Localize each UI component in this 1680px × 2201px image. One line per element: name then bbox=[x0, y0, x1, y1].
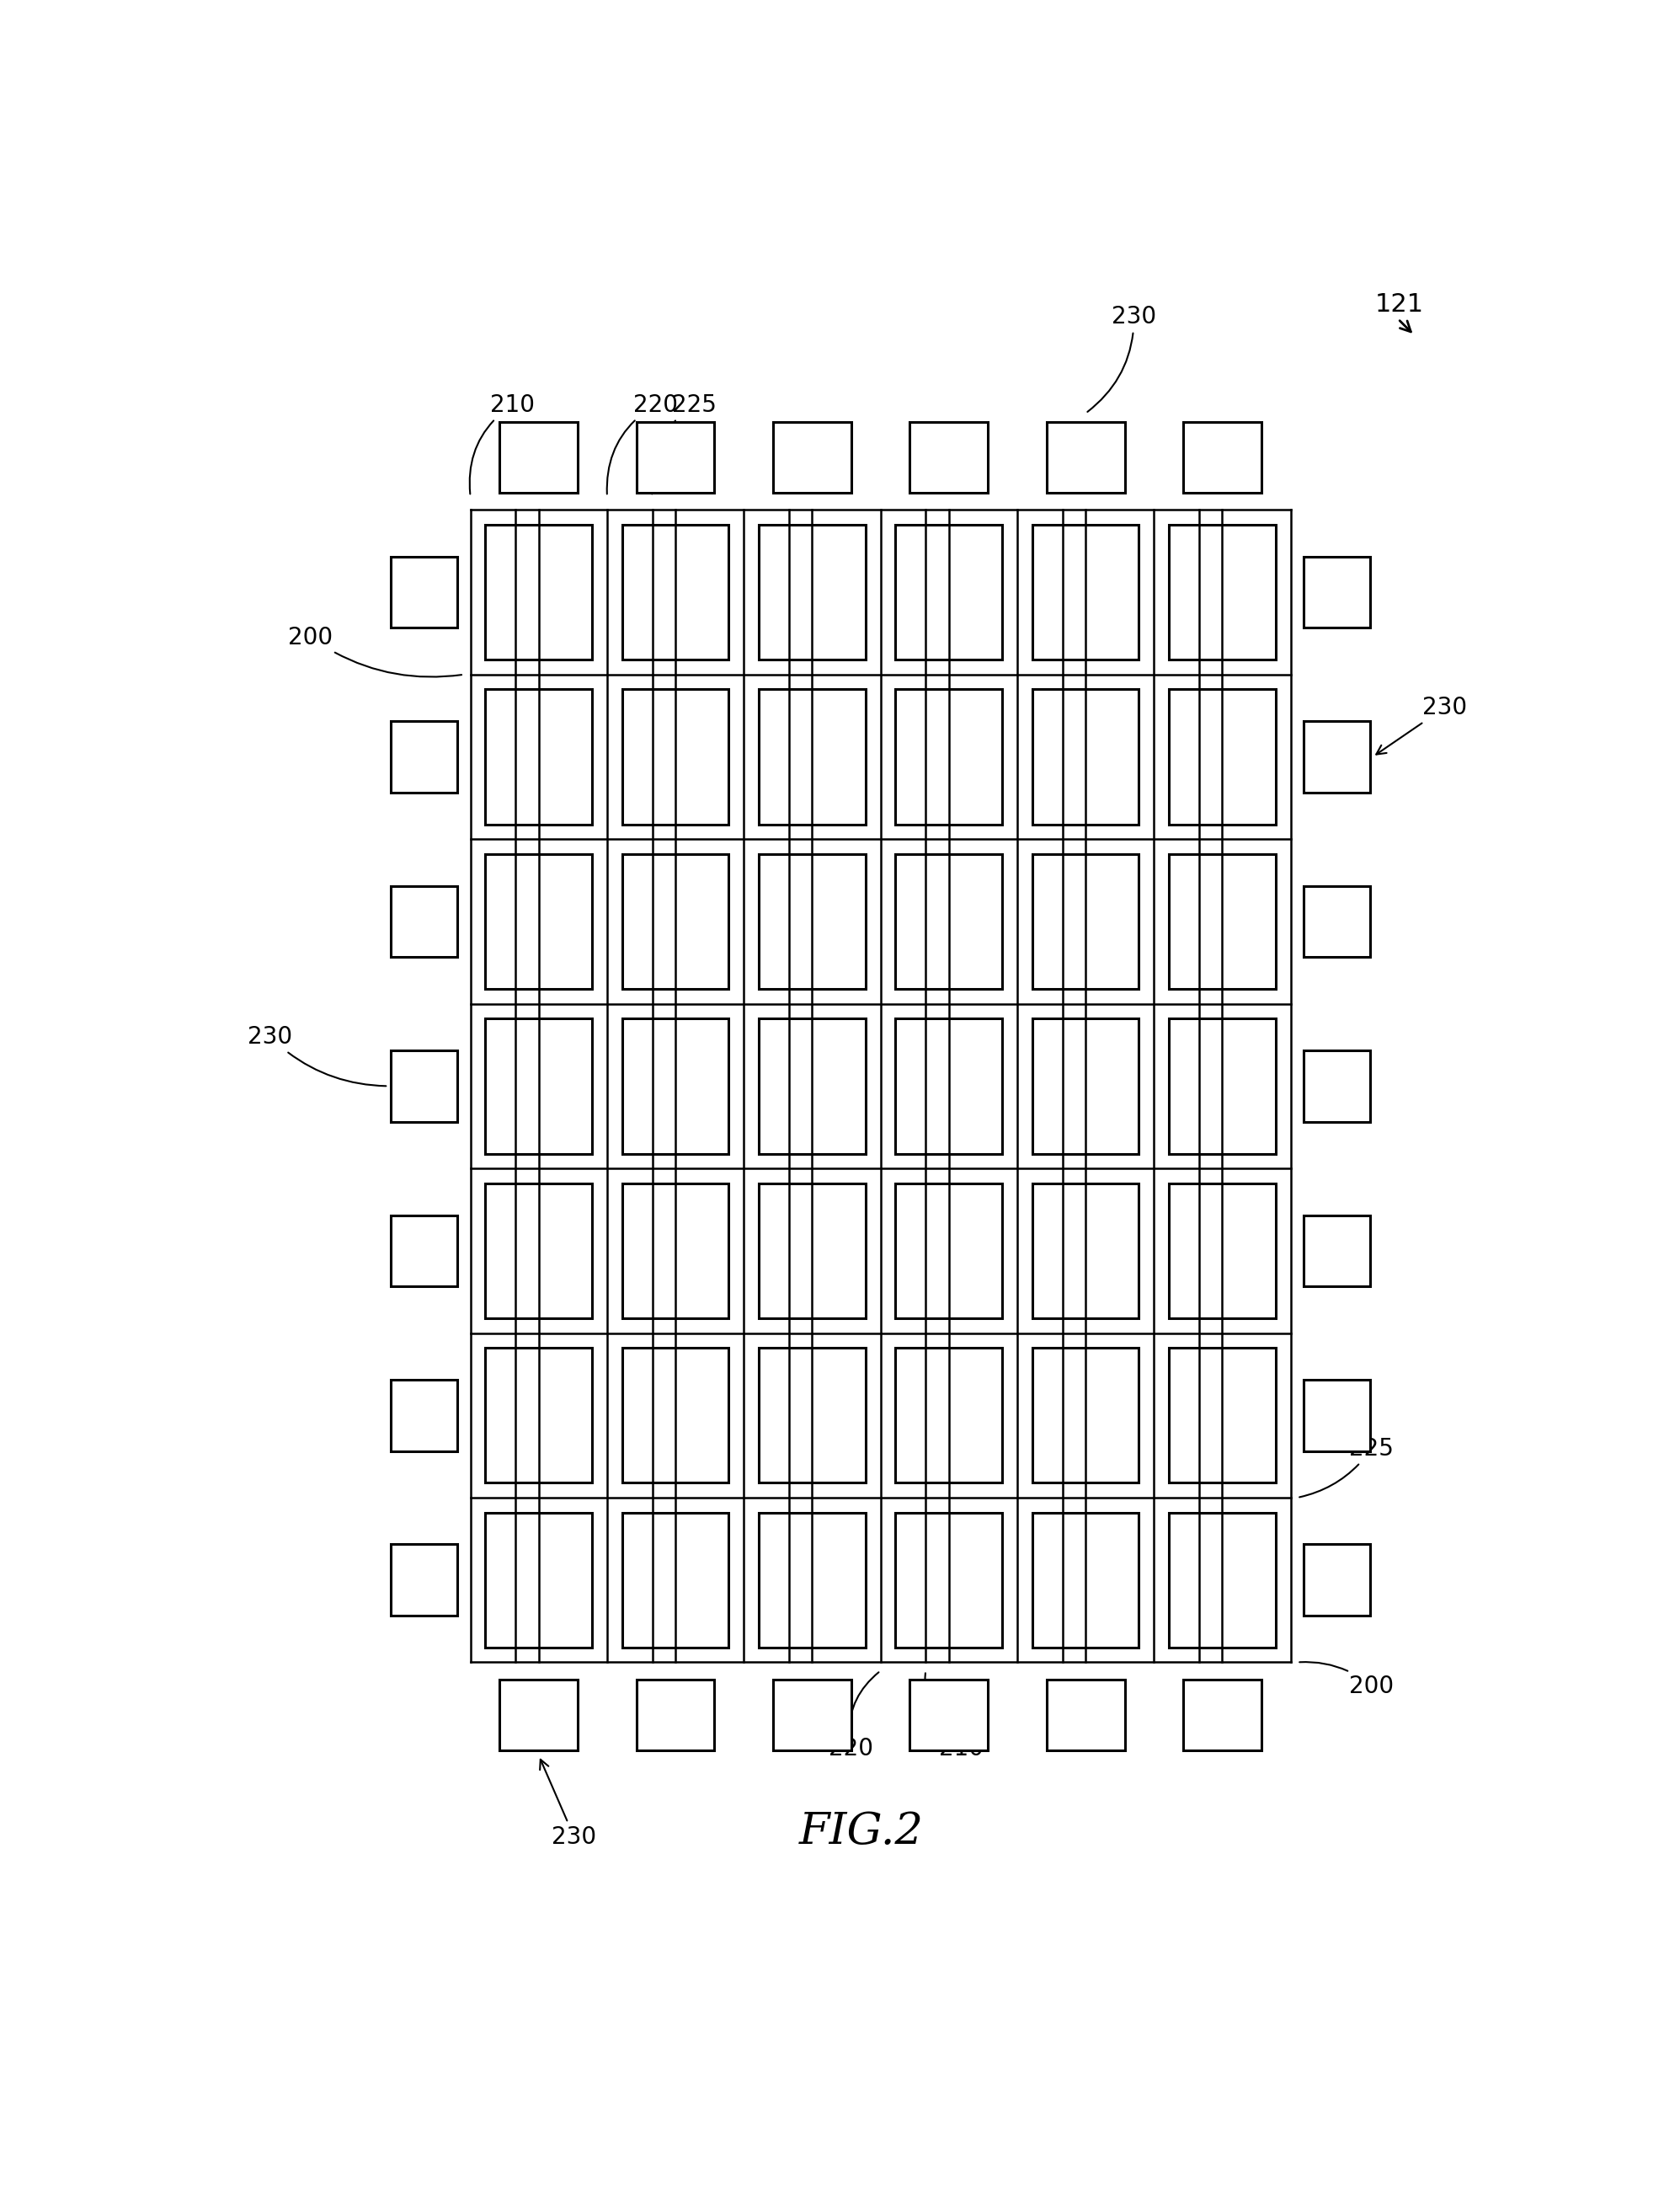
Bar bbox=[895, 1347, 1003, 1483]
Bar bbox=[391, 557, 457, 627]
Text: 200: 200 bbox=[289, 625, 462, 678]
Bar bbox=[1169, 1512, 1275, 1649]
Text: 220: 220 bbox=[828, 1673, 879, 1761]
Bar bbox=[1032, 689, 1139, 825]
Bar bbox=[759, 1512, 865, 1649]
Bar bbox=[622, 689, 729, 825]
Text: 210: 210 bbox=[470, 394, 534, 493]
Bar bbox=[486, 854, 591, 988]
Bar bbox=[486, 1512, 591, 1649]
Text: 230: 230 bbox=[247, 1026, 386, 1085]
Bar bbox=[1032, 1184, 1139, 1318]
Bar bbox=[1304, 722, 1371, 792]
Bar bbox=[773, 1679, 852, 1750]
Bar bbox=[759, 689, 865, 825]
Bar bbox=[1032, 1512, 1139, 1649]
Bar bbox=[1169, 1184, 1275, 1318]
Bar bbox=[1032, 1019, 1139, 1153]
Bar bbox=[1047, 423, 1124, 493]
Bar bbox=[1047, 1679, 1124, 1750]
Bar bbox=[895, 1019, 1003, 1153]
Bar bbox=[895, 854, 1003, 988]
Bar bbox=[759, 1184, 865, 1318]
Bar bbox=[486, 1184, 591, 1318]
Bar bbox=[622, 854, 729, 988]
Text: 200: 200 bbox=[1300, 1662, 1394, 1697]
Bar bbox=[773, 423, 852, 493]
Text: 220: 220 bbox=[606, 394, 677, 493]
Bar bbox=[1304, 1215, 1371, 1285]
Bar bbox=[759, 1019, 865, 1153]
Bar bbox=[1183, 1679, 1262, 1750]
Bar bbox=[1304, 885, 1371, 957]
Bar bbox=[1032, 1347, 1139, 1483]
Bar bbox=[391, 1215, 457, 1285]
Bar bbox=[622, 1512, 729, 1649]
Text: 121: 121 bbox=[1376, 293, 1425, 332]
Bar bbox=[1169, 1019, 1275, 1153]
Bar bbox=[1169, 854, 1275, 988]
Bar bbox=[486, 1019, 591, 1153]
Bar bbox=[895, 1512, 1003, 1649]
Bar bbox=[759, 1347, 865, 1483]
Bar bbox=[486, 1347, 591, 1483]
Text: 230: 230 bbox=[539, 1759, 596, 1849]
Bar bbox=[637, 1679, 714, 1750]
Bar bbox=[895, 524, 1003, 660]
Bar bbox=[622, 1347, 729, 1483]
Text: FIG.2: FIG.2 bbox=[798, 1809, 924, 1853]
Bar bbox=[622, 524, 729, 660]
Bar bbox=[1169, 1347, 1275, 1483]
Bar bbox=[637, 423, 714, 493]
Bar bbox=[895, 689, 1003, 825]
Bar bbox=[1032, 854, 1139, 988]
Bar bbox=[895, 1184, 1003, 1318]
Text: 210: 210 bbox=[926, 1673, 983, 1761]
Bar bbox=[1304, 1050, 1371, 1123]
Bar bbox=[391, 1380, 457, 1450]
Bar bbox=[911, 423, 988, 493]
Bar bbox=[391, 722, 457, 792]
Bar bbox=[391, 1545, 457, 1616]
Bar bbox=[622, 1184, 729, 1318]
Bar bbox=[1032, 524, 1139, 660]
Bar bbox=[391, 1050, 457, 1123]
Bar bbox=[391, 885, 457, 957]
Bar bbox=[486, 689, 591, 825]
Bar bbox=[759, 524, 865, 660]
Bar bbox=[1304, 1545, 1371, 1616]
Text: 230: 230 bbox=[1087, 306, 1156, 412]
Bar bbox=[499, 1679, 578, 1750]
Bar bbox=[1304, 557, 1371, 627]
Bar bbox=[622, 1019, 729, 1153]
Bar bbox=[1169, 524, 1275, 660]
Bar bbox=[911, 1679, 988, 1750]
Bar bbox=[1304, 1380, 1371, 1450]
Bar bbox=[1183, 423, 1262, 493]
Bar bbox=[486, 524, 591, 660]
Bar bbox=[1169, 689, 1275, 825]
Text: 225: 225 bbox=[1299, 1437, 1394, 1497]
Bar bbox=[499, 423, 578, 493]
Text: 230: 230 bbox=[1376, 696, 1467, 755]
Text: 225: 225 bbox=[652, 394, 716, 493]
Bar bbox=[759, 854, 865, 988]
